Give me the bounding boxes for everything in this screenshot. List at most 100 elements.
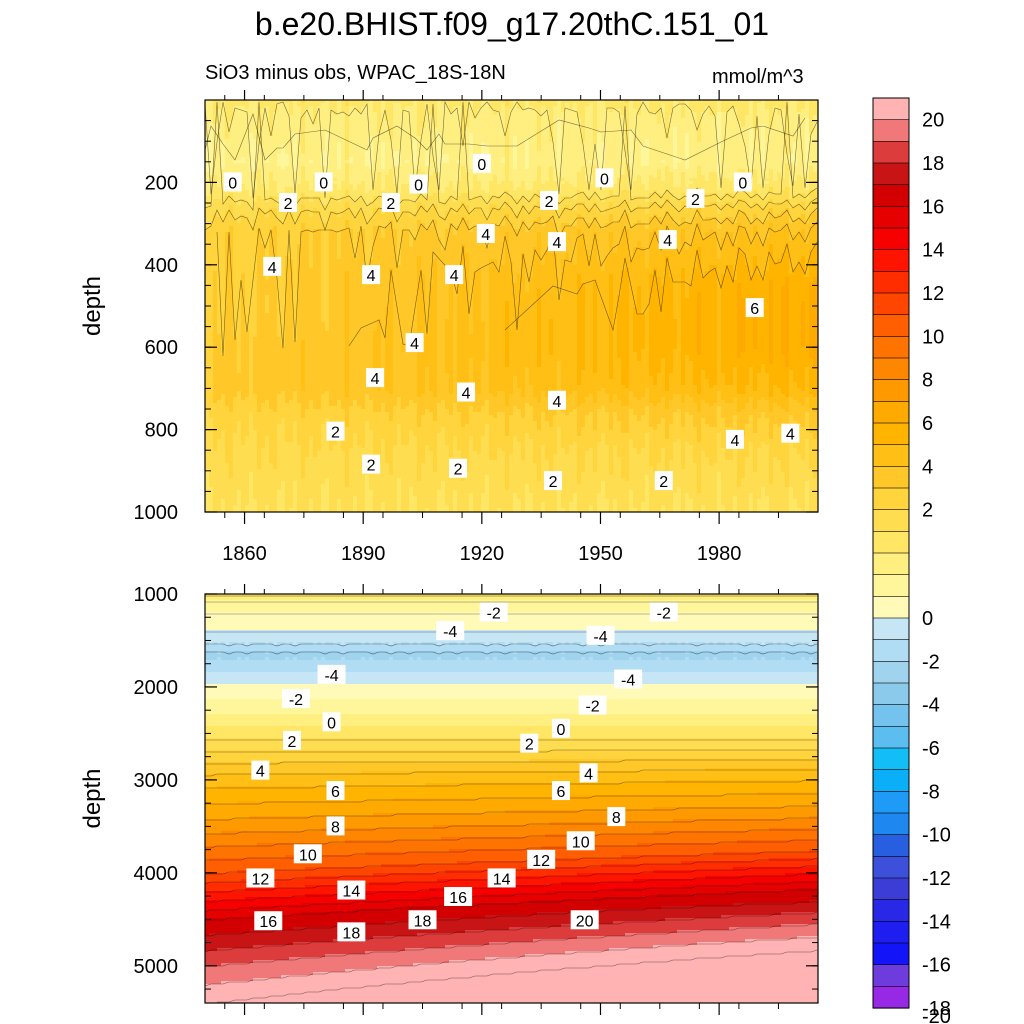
contour-cell <box>253 193 258 197</box>
contour-cell <box>581 172 586 176</box>
contour-cell <box>773 127 778 131</box>
contour-cell <box>573 172 578 176</box>
contour-cell <box>217 133 222 137</box>
contour-cell <box>737 115 742 119</box>
contour-cell <box>773 106 778 110</box>
contour-cell <box>541 142 546 146</box>
contour-cell <box>625 103 630 107</box>
contour-cell <box>801 157 806 161</box>
contour-cell <box>257 145 262 149</box>
contour-cell <box>341 181 346 185</box>
contour-cell <box>473 151 478 155</box>
contour-cell <box>413 145 418 149</box>
contour-cell <box>313 109 318 113</box>
contour-cell <box>701 148 706 152</box>
contour-cell <box>501 145 506 149</box>
contour-cell <box>537 109 542 113</box>
contour-cell <box>345 142 350 146</box>
contour-cell <box>601 124 606 128</box>
contour-cell <box>589 163 594 167</box>
contour-cell <box>665 133 670 137</box>
contour-cell <box>469 127 474 131</box>
contour-cell <box>549 112 554 116</box>
contour-cell <box>693 124 698 128</box>
contour-cell <box>249 148 254 152</box>
contour-cell <box>649 142 654 146</box>
contour-cell <box>805 169 810 173</box>
contour-cell <box>629 181 634 185</box>
contour-cell <box>665 181 670 185</box>
contour-cell <box>213 136 218 140</box>
contour-cell <box>293 142 298 146</box>
contour-cell <box>553 187 558 191</box>
contour-cell <box>221 160 226 164</box>
contour-cell <box>533 127 538 131</box>
contour-cell <box>501 151 506 155</box>
contour-cell <box>761 178 766 182</box>
contour-cell <box>689 166 694 170</box>
contour-cell <box>433 190 438 194</box>
contour-cell <box>241 190 246 194</box>
contour-cell <box>569 163 574 167</box>
contour-cell <box>289 181 294 185</box>
contour-cell <box>781 148 786 152</box>
contour-cell <box>341 151 346 155</box>
contour-cell <box>269 151 274 155</box>
contour-cell <box>309 148 314 152</box>
contour-cell <box>445 166 450 170</box>
contour-cell <box>581 163 586 167</box>
contour-cell <box>361 112 366 116</box>
contour-cell <box>361 115 366 119</box>
contour-cell <box>245 178 250 182</box>
contour-cell <box>729 148 734 152</box>
contour-cell <box>509 190 514 194</box>
contour-cell <box>489 100 494 104</box>
contour-cell <box>265 103 270 107</box>
contour-cell <box>681 187 686 191</box>
contour-cell <box>225 196 230 200</box>
contour-cell <box>429 154 434 158</box>
contour-cell <box>685 172 690 176</box>
contour-cell <box>805 100 810 104</box>
contour-cell <box>349 160 354 164</box>
contour-cell <box>777 112 782 116</box>
contour-cell <box>469 121 474 125</box>
contour-cell <box>529 130 534 134</box>
contour-cell <box>233 127 238 131</box>
contour-cell <box>213 145 218 149</box>
contour-cell <box>265 178 270 182</box>
contour-cell <box>533 193 538 197</box>
contour-cell <box>309 190 314 194</box>
contour-cell <box>345 151 350 155</box>
contour-cell <box>813 175 818 179</box>
contour-cell <box>729 151 734 155</box>
contour-cell <box>641 145 646 149</box>
contour-cell <box>257 166 262 170</box>
contour-cell <box>485 151 490 155</box>
contour-cell <box>597 154 602 158</box>
contour-cell <box>217 112 222 116</box>
contour-cell <box>481 190 486 194</box>
contour-cell <box>805 136 810 140</box>
contour-cell <box>705 193 710 197</box>
contour-cell <box>553 118 558 122</box>
contour-cell <box>529 103 534 107</box>
contour-cell <box>777 121 782 125</box>
contour-cell <box>701 181 706 185</box>
contour-cell <box>657 154 662 158</box>
contour-cell <box>541 151 546 155</box>
contour-cell <box>777 178 782 182</box>
contour-cell <box>585 148 590 152</box>
contour-cell <box>409 100 414 104</box>
contour-cell <box>421 166 426 170</box>
contour-cell <box>293 136 298 140</box>
contour-cell <box>345 100 350 104</box>
contour-cell <box>325 106 330 110</box>
contour-cell <box>333 175 338 179</box>
contour-cell <box>481 139 486 143</box>
contour-cell <box>573 148 578 152</box>
contour-cell <box>693 160 698 164</box>
contour-cell <box>705 190 710 194</box>
contour-cell <box>309 136 314 140</box>
contour-cell <box>537 166 542 170</box>
